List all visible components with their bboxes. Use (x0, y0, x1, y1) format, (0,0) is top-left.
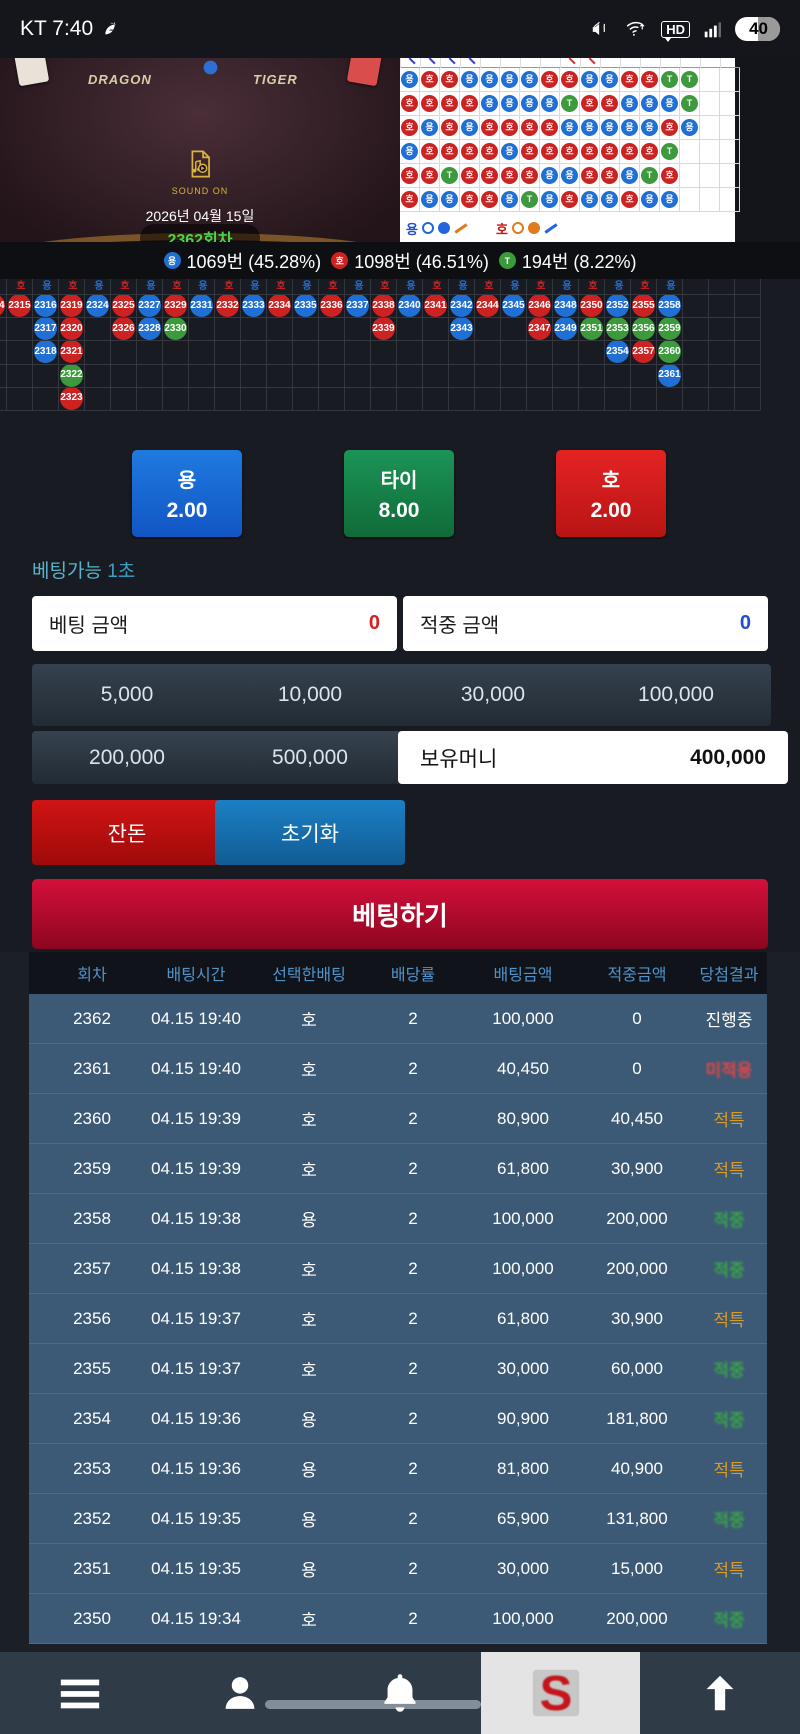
svg-text:S: S (540, 1667, 573, 1721)
